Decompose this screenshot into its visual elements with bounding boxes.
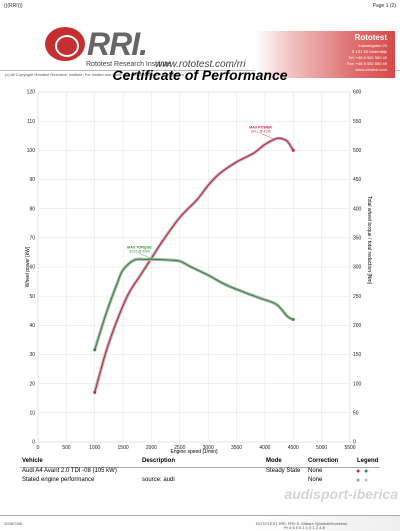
y-tick-label-right: 200: [353, 323, 362, 329]
y-tick-label-left: 80: [29, 206, 35, 212]
y-tick-label-right: 50: [353, 411, 359, 417]
x-tick-label: 3000: [203, 445, 214, 451]
x-tick-label: 4500: [288, 445, 299, 451]
annotation-leader: [260, 133, 273, 139]
rotototest-logo-icon: [45, 27, 85, 61]
y-tick-label-right: 450: [353, 177, 362, 183]
annotation-value: 314.6 @ 2000: [129, 249, 149, 253]
performance-chart: 0 500 1000 1500 2000 2500 3000 3500 4000 4500 5000…: [25, 90, 372, 455]
table-row: Stated engine performance source: audi N…: [20, 476, 380, 485]
y-tick-label-right: 400: [353, 206, 362, 212]
y-tick-label-left: 20: [29, 381, 35, 387]
series-point-torque: [291, 318, 295, 321]
page-title: Certificate of Performance: [112, 67, 288, 83]
series-layer: [93, 136, 295, 395]
header-contact-panel: Rototest Industrigatan 20 S-151 38 Söder…: [255, 31, 395, 78]
contact-line: Rototest: [354, 33, 387, 42]
correction-cell: None: [308, 468, 323, 474]
legend-dot-red-icon: ●: [356, 468, 361, 475]
watermark: audisport-iberica: [284, 486, 398, 502]
y-tick-label-right: 100: [353, 381, 362, 387]
series-point-power: [93, 391, 97, 394]
x-axis-label: Engine speed [1/min]: [171, 449, 219, 455]
col-vehicle: Vehicle: [22, 458, 43, 464]
footer-page: Pr # 6 0 6 1 1 0 1 2 4 8: [284, 525, 325, 530]
y-tick-label-right: 0: [353, 440, 356, 446]
y-tick-label-left: 110: [27, 119, 35, 125]
footer-center: ROTOTEST RRI, FR0 S. Mätare Sjöstedt/Hor…: [256, 521, 347, 526]
legend-dot-green-icon: ●: [364, 468, 369, 475]
institute-name: Rototest Research Institute: [86, 61, 171, 68]
x-tick-label: 5000: [316, 445, 327, 451]
contact-line: www.rototest.com: [355, 67, 387, 72]
col-mode: Mode: [266, 458, 282, 464]
legend-dot-grey-icon: ●: [364, 477, 369, 484]
header: RRI. Rototest Research Institute www.rot…: [0, 12, 400, 78]
axis-ticks: 0 500 1000 1500 2000 2500 3000 3500 4000 4500 5000…: [27, 90, 362, 451]
y-tick-label-left: 70: [29, 236, 35, 242]
series-point-power: [291, 148, 295, 152]
annotation-leader: [139, 253, 152, 259]
y-tick-label-left: 40: [29, 323, 35, 329]
series-line-power: [94, 137, 294, 393]
description-cell: source: audi: [142, 477, 175, 483]
vehicle-cell: Stated engine performance: [22, 477, 95, 483]
col-legend: Legend: [357, 458, 379, 464]
y-tick-label-left: 0: [32, 440, 35, 446]
grid: [37, 91, 351, 443]
contact-line: Industrigatan 20: [358, 43, 387, 48]
x-tick-label: 2000: [146, 445, 157, 451]
legend-header: Vehicle Description Mode Correction Lege…: [20, 456, 380, 468]
y-tick-label-right: 250: [353, 294, 362, 300]
contact-line: Tel: +46 8 552 550 40: [348, 55, 387, 60]
y-tick-label-left: 120: [27, 90, 36, 96]
x-tick-label: 4000: [259, 445, 270, 451]
y-tick-label-left: 100: [27, 148, 36, 154]
x-tick-label: 500: [62, 445, 71, 451]
y-axis-label-right: Total wheel torque / total reduction [Nm…: [366, 196, 372, 285]
contact-line: S-151 38 Södertälje: [351, 49, 387, 54]
copyright-text: (c) All Copyright Rototest Research Inst…: [5, 72, 184, 77]
x-tick-label: 2500: [174, 445, 185, 451]
mode-cell: Steady State: [266, 468, 301, 474]
annotation-title: MAX POWER: [249, 125, 272, 129]
x-tick-label: 0: [37, 445, 40, 451]
x-tick-label: 1500: [118, 445, 129, 451]
annotation-title: MAX TORQUE: [127, 245, 152, 249]
page-number: Page 1 (2): [372, 3, 396, 9]
y-tick-label-left: 90: [29, 177, 35, 183]
footer: 2008/7/88 ROTOTEST RRI, FR0 S. Mätare Sj…: [0, 515, 400, 531]
footer-left: 2008/7/88: [4, 521, 22, 526]
series-line-torque: [94, 258, 294, 351]
y-tick-label-left: 10: [29, 411, 35, 417]
y-axis-label-left: Wheel power [kW]: [25, 246, 31, 287]
table-row: Audi A4 Avant 2.0 TDI -08 (105 kW) Stead…: [20, 467, 380, 476]
y-tick-label-right: 500: [353, 148, 362, 154]
y-tick-label-right: 150: [353, 352, 362, 358]
x-tick-label: 5500: [344, 445, 355, 451]
brand-logo-text: RRI.: [87, 26, 148, 62]
y-tick-label-left: 60: [29, 265, 35, 271]
vehicle-cell: Audi A4 Avant 2.0 TDI -08 (105 kW): [22, 468, 117, 474]
y-tick-label-right: 300: [353, 265, 362, 271]
x-tick-label: 3500: [231, 445, 242, 451]
x-tick-label: 1000: [89, 445, 100, 451]
y-tick-label-left: 50: [29, 294, 35, 300]
y-tick-label-right: 550: [353, 119, 362, 125]
y-tick-label-right: 600: [353, 90, 362, 96]
col-description: Description: [142, 458, 176, 464]
correction-cell: None: [308, 477, 323, 483]
website-url[interactable]: www.rototest.com/rri: [155, 59, 246, 70]
series-point-torque: [93, 348, 97, 352]
col-correction: Correction: [308, 458, 339, 464]
contact-line: Fax: +46 8 552 550 49: [346, 61, 387, 66]
y-tick-label-right: 350: [353, 236, 362, 242]
y-tick-label-left: 30: [29, 352, 35, 358]
legend-dot-grey-icon: ●: [356, 477, 361, 484]
top-bar-left: (((RRI))): [4, 3, 23, 9]
annotation-value: 104.1 @ 4135: [251, 129, 271, 133]
